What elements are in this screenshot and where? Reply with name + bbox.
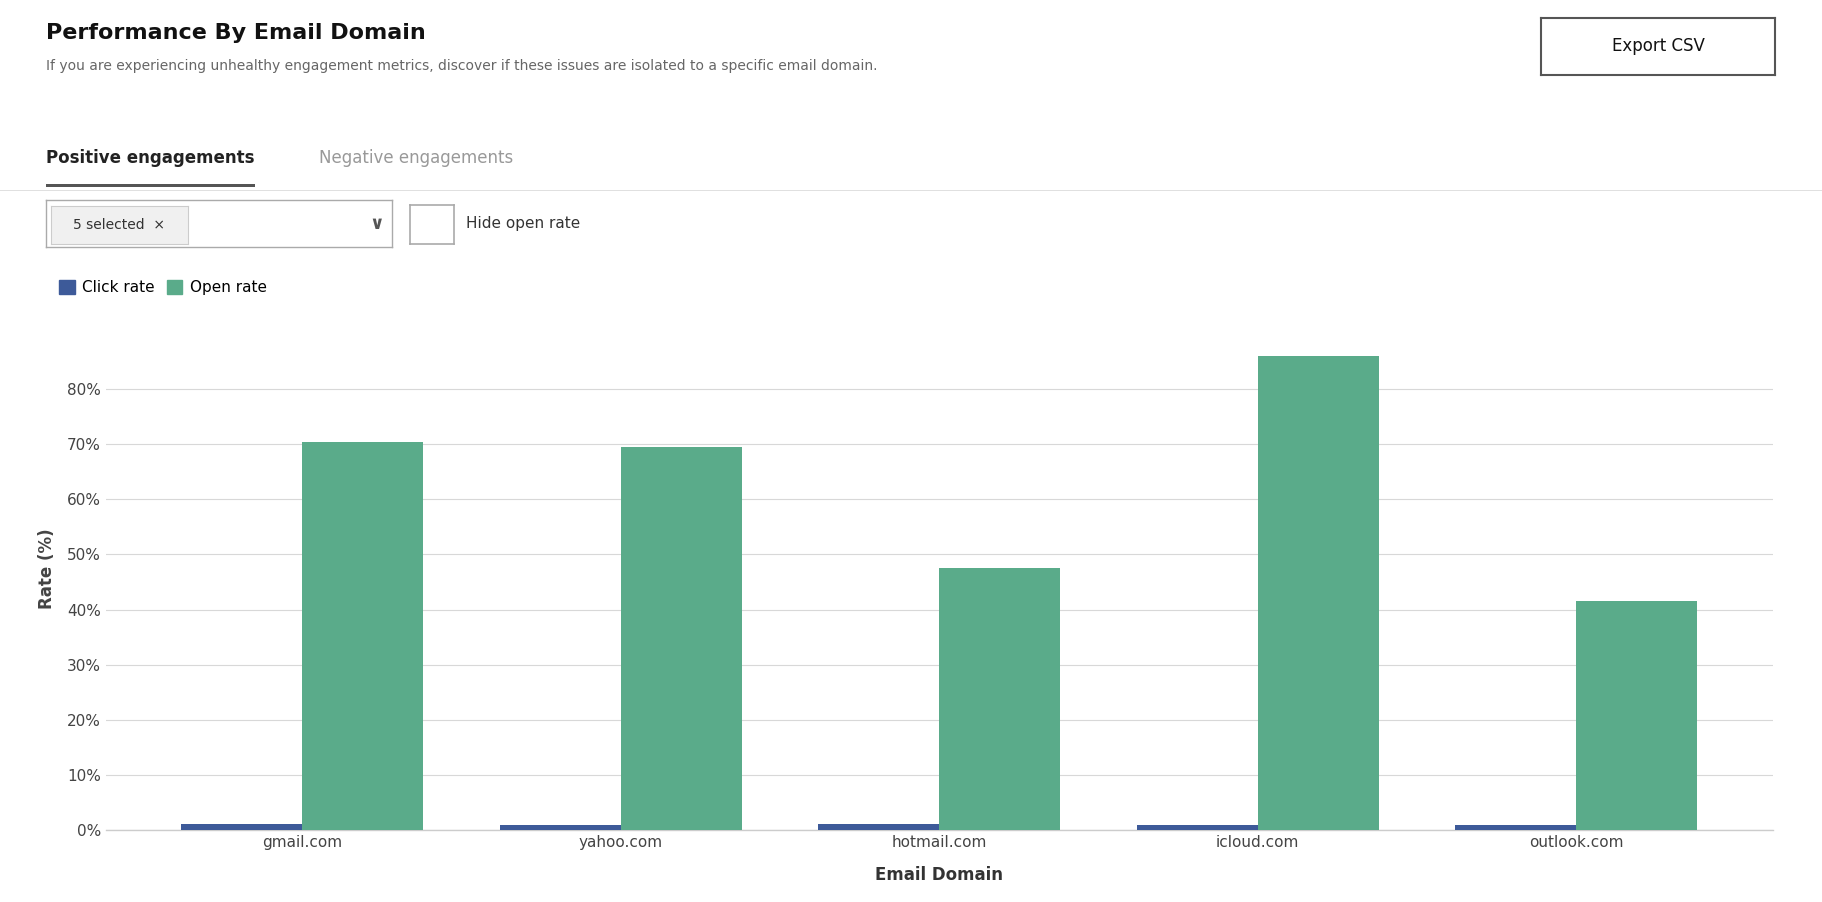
- Text: Export CSV: Export CSV: [1612, 38, 1704, 55]
- Text: ∨: ∨: [368, 215, 383, 233]
- Text: Performance By Email Domain: Performance By Email Domain: [46, 23, 425, 42]
- Bar: [182, 824, 302, 830]
- Bar: [1576, 602, 1696, 830]
- Y-axis label: Rate (%): Rate (%): [38, 528, 56, 609]
- X-axis label: Email Domain: Email Domain: [875, 866, 1004, 884]
- Text: Negative engagements: Negative engagements: [319, 149, 514, 167]
- Bar: [621, 447, 742, 830]
- Bar: [1137, 825, 1257, 830]
- Bar: [940, 568, 1060, 830]
- Bar: [1257, 356, 1379, 830]
- Bar: [1456, 825, 1576, 830]
- Text: Hide open rate: Hide open rate: [466, 216, 581, 231]
- Legend: Click rate, Open rate: Click rate, Open rate: [53, 273, 273, 301]
- Bar: [818, 824, 940, 830]
- Text: 5 selected  ×: 5 selected ×: [73, 217, 166, 232]
- Bar: [499, 825, 621, 830]
- Text: If you are experiencing unhealthy engagement metrics, discover if these issues a: If you are experiencing unhealthy engage…: [46, 59, 876, 73]
- Bar: [302, 442, 423, 830]
- Text: Positive engagements: Positive engagements: [46, 149, 253, 167]
